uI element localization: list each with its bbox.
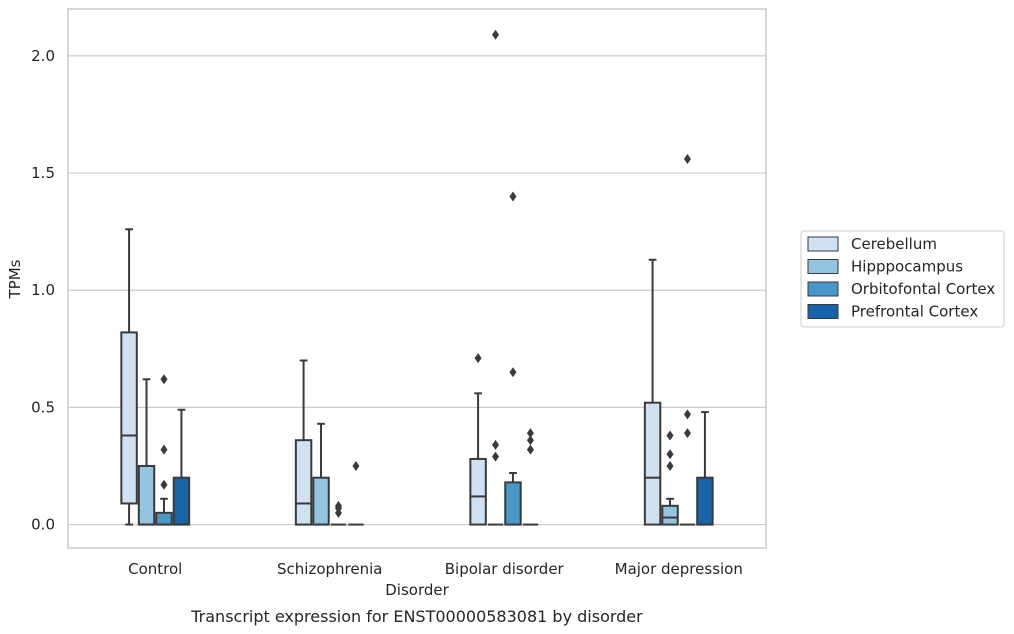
box-orbitofontal-cortex (330, 500, 347, 526)
outlier-point (666, 449, 674, 460)
box-prefrontal-cortex (172, 408, 191, 526)
outlier-point (492, 29, 500, 40)
x-tick-labels: Control Schizophrenia Bipolar disorder Majo… (128, 560, 743, 578)
box-orbitofontal-cortex (679, 153, 696, 526)
y-axis-label: TPMs (6, 259, 24, 299)
box-body (137, 464, 156, 526)
box-body (661, 504, 679, 526)
box-body (696, 476, 714, 526)
legend-label: Orbitofontal Cortex (851, 280, 995, 298)
outlier-point (683, 409, 691, 420)
box-orbitofontal-cortex (504, 191, 522, 526)
y-tick-label: 1.0 (31, 281, 55, 299)
outlier-point (160, 444, 168, 455)
box-body (172, 476, 191, 526)
box-body (469, 457, 487, 526)
legend-swatch (807, 236, 839, 252)
outlier-point (492, 451, 500, 462)
box-body (155, 511, 173, 526)
x-tick-label: Schizophrenia (277, 560, 382, 578)
box-body (294, 439, 313, 526)
y-tick-label: 1.5 (31, 164, 55, 182)
legend-label: Prefrontal Cortex (851, 303, 978, 321)
box-body (312, 476, 330, 526)
outlier-point (666, 430, 674, 441)
outlier-point (492, 439, 500, 450)
y-tick-labels: 0.0 0.5 1.0 1.5 2.0 (31, 47, 55, 534)
x-tick-label: Major depression (615, 560, 743, 578)
legend: Cerebellum Hipppocampus Orbitofontal Corte… (800, 230, 1005, 328)
y-tick-label: 0.5 (31, 398, 55, 416)
box-hipppocampus (312, 422, 330, 526)
x-axis-label: Disorder (385, 581, 449, 599)
box-hipppocampus (487, 29, 504, 526)
legend-frame (800, 230, 1005, 328)
box-prefrontal-cortex (696, 411, 714, 526)
legend-label: Hipppocampus (851, 258, 963, 276)
box-cerebellum (120, 228, 138, 526)
legend-swatch (807, 259, 839, 274)
x-tick-label: Control (128, 560, 182, 578)
box-cerebellum (469, 353, 487, 526)
legend-swatch (807, 304, 839, 319)
box-plots (120, 29, 714, 526)
box-prefrontal-cortex (522, 428, 539, 526)
box-orbitofontal-cortex (155, 374, 173, 526)
outlier-point (509, 191, 517, 202)
grid-lines (68, 55, 766, 526)
legend-swatch (807, 281, 839, 297)
plot-frame (67, 8, 767, 549)
outlier-point (160, 374, 168, 385)
outlier-point (526, 428, 534, 439)
outlier-point (526, 435, 534, 446)
box-prefrontal-cortex (348, 460, 364, 526)
box-hipppocampus (661, 430, 679, 526)
outlier-point (474, 353, 482, 364)
outlier-point (683, 153, 691, 164)
outlier-point (526, 444, 534, 455)
y-tick-label: 2.0 (31, 47, 55, 65)
legend-label: Cerebellum (851, 235, 937, 253)
box-body (120, 331, 138, 505)
outlier-point (352, 460, 360, 471)
y-tick-label: 0.0 (31, 516, 55, 534)
box-body (504, 481, 522, 526)
outlier-point (334, 500, 342, 511)
box-body (643, 401, 662, 526)
box-cerebellum (643, 258, 662, 526)
outlier-point (666, 460, 674, 471)
chart-title: Transcript expression for ENST0000058308… (190, 607, 643, 626)
x-tick-label: Bipolar disorder (445, 560, 565, 578)
box-cerebellum (294, 359, 313, 526)
outlier-point (160, 479, 168, 490)
box-hipppocampus (137, 378, 156, 526)
outlier-point (683, 428, 691, 439)
outlier-point (509, 367, 517, 378)
